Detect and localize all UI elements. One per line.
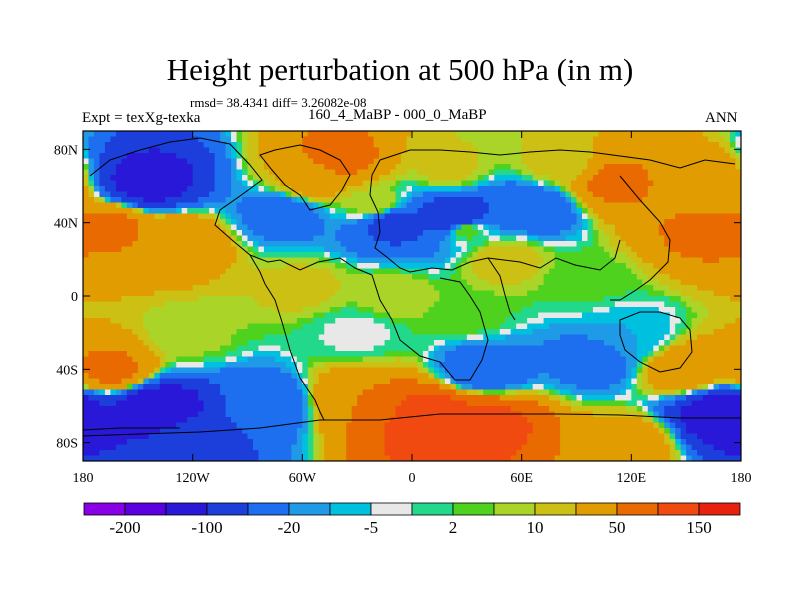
colorbar-label: -100 — [191, 518, 222, 537]
x-axis: 180 120W 60W 0 60E 120E 180 — [73, 131, 752, 486]
contour-field — [83, 131, 741, 461]
colorbar-swatch — [329, 502, 372, 516]
colorbar-swatch — [165, 502, 208, 516]
colorbar-swatch — [370, 502, 413, 516]
colorbar-swatch — [575, 502, 618, 516]
x-tick-label: 180 — [73, 471, 94, 486]
colorbar-swatch — [247, 502, 290, 516]
y-tick-label: 40N — [54, 217, 78, 232]
colorbar-label: -5 — [364, 518, 378, 537]
colorbar-swatch — [698, 502, 741, 516]
x-tick-label: 60E — [510, 471, 533, 486]
season-label: ANN — [705, 110, 738, 126]
colorbar: -200 -100 -20 -5 2 10 50 150 — [83, 502, 741, 537]
colorbar-label: -20 — [278, 518, 301, 537]
x-tick-label: 120E — [617, 471, 647, 486]
colorbar-swatch — [124, 502, 167, 516]
colorbar-swatch — [83, 502, 126, 516]
x-tick-label: 0 — [409, 471, 416, 486]
plot-title: Height perturbation at 500 hPa (in m) — [166, 52, 634, 87]
colorbar-swatch — [657, 502, 700, 516]
y-axis: 80N 40N 0 40S 80S — [54, 143, 741, 452]
colorbar-swatch — [452, 502, 495, 516]
colorbar-label: 2 — [449, 518, 458, 537]
colorbar-swatch — [534, 502, 577, 516]
colorbar-label: 150 — [686, 518, 712, 537]
y-tick-label: 80N — [54, 143, 78, 158]
colorbar-label: -200 — [109, 518, 140, 537]
experiment-label: Expt = texXg-texka — [82, 110, 201, 126]
colorbar-swatch — [616, 502, 659, 516]
x-tick-label: 120W — [176, 471, 211, 486]
colorbar-swatch — [288, 502, 331, 516]
colorbar-label: 50 — [609, 518, 626, 537]
colorbar-swatch — [493, 502, 536, 516]
colorbar-swatch — [411, 502, 454, 516]
y-tick-label: 80S — [56, 437, 78, 452]
colorbar-swatch — [206, 502, 249, 516]
comparison-label: 160_4_MaBP - 000_0_MaBP — [308, 107, 487, 123]
coastlines — [83, 137, 741, 437]
y-tick-label: 40S — [56, 363, 78, 378]
x-tick-label: 180 — [731, 471, 752, 486]
colorbar-label: 10 — [527, 518, 544, 537]
y-tick-label: 0 — [71, 290, 78, 305]
stats-label: rmsd= 38.4341 diff= 3.26082e-08 — [190, 95, 367, 110]
x-tick-label: 60W — [289, 471, 317, 486]
